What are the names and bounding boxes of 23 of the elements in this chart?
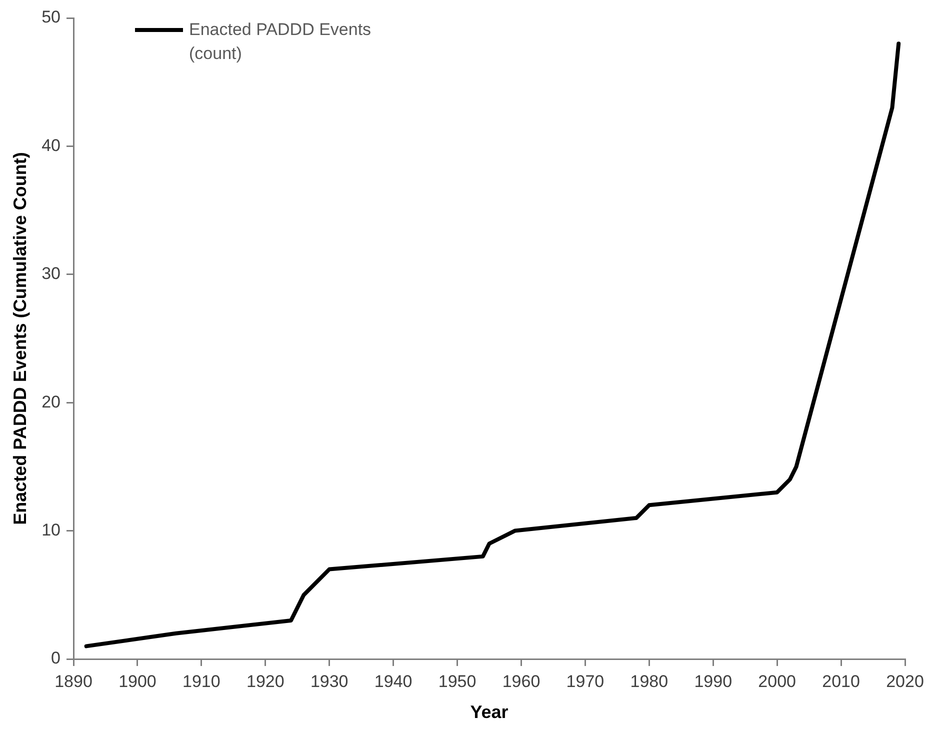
y-tick-label: 0 — [51, 648, 61, 668]
x-tick-label: 1990 — [694, 672, 732, 691]
x-tick-label: 1930 — [310, 672, 348, 691]
x-tick-label: 1970 — [566, 672, 604, 691]
x-tick-label: 2010 — [822, 672, 860, 691]
x-tick-label: 1960 — [502, 672, 540, 691]
x-tick-label: 2000 — [758, 672, 796, 691]
x-tick-label: 1890 — [54, 672, 92, 691]
x-tick-label: 2020 — [886, 672, 924, 691]
x-tick-label: 1950 — [438, 672, 476, 691]
y-tick-label: 40 — [42, 136, 61, 155]
y-tick-label: 20 — [42, 392, 61, 412]
x-tick-label: 1900 — [118, 672, 156, 691]
y-tick-label: 50 — [42, 8, 61, 27]
y-axis-title: Enacted PADDD Events (Cumulative Count) — [10, 152, 30, 525]
x-tick-label: 1910 — [182, 672, 220, 691]
x-axis-title: Year — [470, 702, 508, 722]
legend-label: Enacted PADDD Events (count) — [189, 19, 372, 65]
x-tick-label: 1940 — [374, 672, 412, 691]
x-tick-label: 1920 — [246, 672, 284, 691]
x-tick-label: 1980 — [630, 672, 668, 691]
y-tick-label: 10 — [42, 520, 61, 540]
y-tick-label: 30 — [42, 264, 61, 284]
